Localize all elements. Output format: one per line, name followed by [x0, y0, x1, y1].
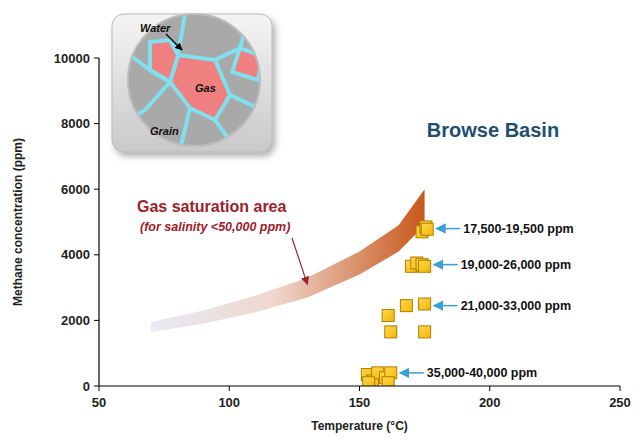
data-point: [419, 326, 431, 338]
data-point: [421, 223, 433, 235]
y-tick-label: 4000: [61, 247, 90, 262]
y-tick-label: 0: [83, 379, 90, 394]
annotation-arrow: [400, 372, 424, 374]
inset: Water Gas Grain: [112, 14, 272, 152]
y-tick: [94, 58, 99, 59]
gas-pore: [150, 40, 178, 82]
inset-frame: [112, 14, 272, 152]
x-tick: [489, 386, 490, 391]
y-tick: [94, 123, 99, 124]
x-tick: [359, 386, 360, 391]
annotation-text: 19,000-26,000 ppm: [461, 258, 572, 272]
x-tick-label: 250: [609, 395, 631, 410]
y-tick-label: 2000: [61, 313, 90, 328]
y-tick: [94, 386, 99, 387]
water-film: [215, 18, 248, 60]
title: Browse Basin: [427, 119, 559, 141]
annotation-arrow: [434, 264, 458, 266]
x-tick-label: 150: [349, 395, 371, 410]
x-tick-label: 100: [218, 395, 240, 410]
data-point: [419, 298, 431, 310]
y-tick-label: 10000: [54, 51, 90, 66]
y-tick: [94, 189, 99, 190]
water-film: [180, 108, 190, 150]
gas-pore: [170, 55, 230, 120]
inset-grain: [128, 14, 262, 150]
y-axis-title: Methane concentration (ppm): [11, 138, 25, 306]
annotation-text: 21,000-33,000 ppm: [461, 299, 572, 313]
x-axis-title: Temperature (°C): [311, 419, 408, 433]
annotation-text: 17,500-19,500 ppm: [463, 222, 573, 236]
grain-edge: [128, 14, 260, 146]
band-label: (for salinity <50,000 ppm): [140, 220, 290, 234]
inset-label: Water: [140, 22, 171, 34]
y-tick: [94, 320, 99, 321]
y-tick: [94, 254, 99, 255]
y-axis-line: [98, 58, 99, 386]
grain: [128, 14, 260, 146]
inset-label: Gas: [195, 82, 216, 94]
chart: 50 100 150 200 250 0 2000 4000 6000 8000 10000 Temp…: [0, 0, 642, 447]
data-point: [419, 260, 431, 272]
x-tick: [229, 386, 230, 391]
y-tick-label: 6000: [61, 182, 90, 197]
annotation-text: 35,000-40,000 ppm: [427, 366, 538, 380]
x-tick-label: 200: [479, 395, 501, 410]
annotation-arrow: [434, 305, 458, 307]
data-point: [363, 377, 375, 386]
inset-label: Grain: [150, 125, 179, 137]
data-point: [385, 326, 397, 338]
annotation-arrow: [436, 228, 460, 230]
data-point: [382, 309, 394, 321]
band-label: Gas saturation area: [137, 198, 287, 215]
inset-arrow: [166, 34, 182, 50]
data-point: [400, 300, 412, 312]
x-tick-label: 50: [92, 395, 106, 410]
x-tick: [620, 386, 621, 391]
x-tick: [99, 386, 100, 391]
band-label-arrow: [292, 238, 307, 284]
plot-data: [151, 189, 433, 386]
y-tick-label: 8000: [61, 116, 90, 131]
data-point: [382, 377, 394, 386]
